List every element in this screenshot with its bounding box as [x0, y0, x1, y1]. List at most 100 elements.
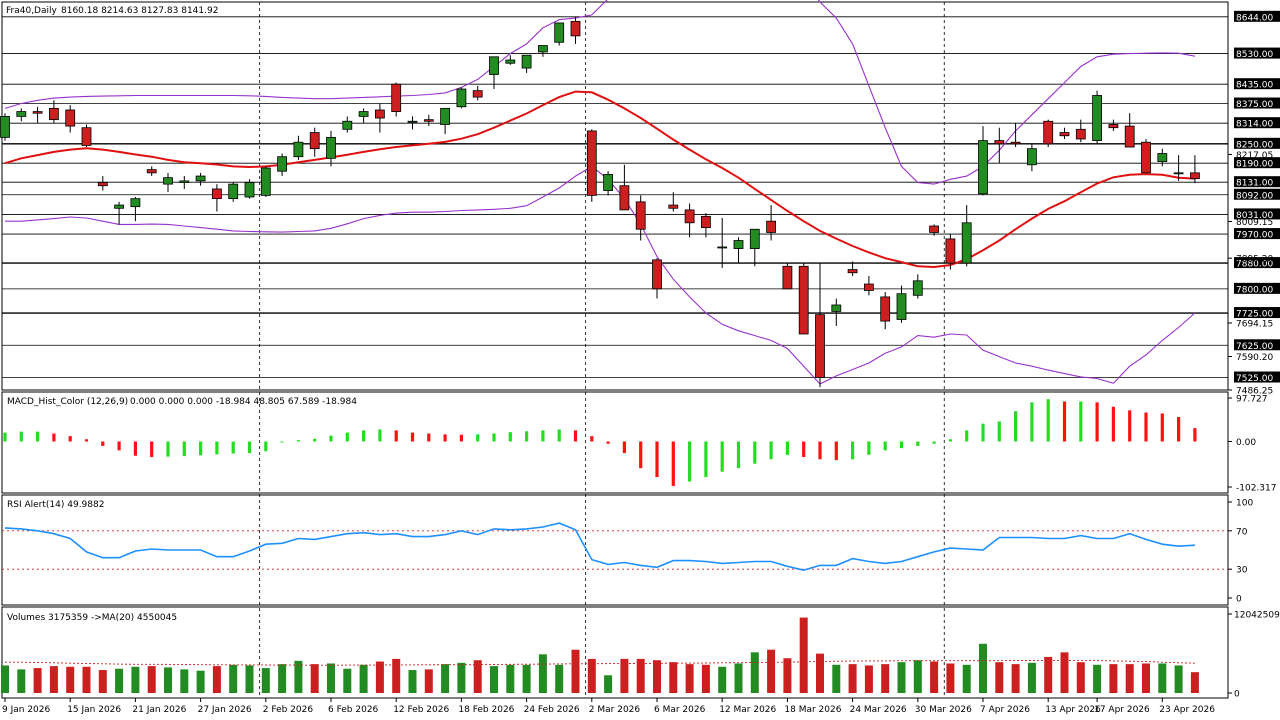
date-tick-label: 27 Jan 2026: [198, 705, 252, 715]
price-level-tag: [1234, 78, 1280, 90]
price-level-label: 8435.00: [1236, 81, 1273, 91]
volume-bar: [669, 662, 678, 693]
candle-body: [896, 293, 907, 320]
macd-bar: [427, 433, 431, 442]
candle: [309, 127, 320, 157]
candle: [407, 116, 418, 130]
macd-bar: [639, 441, 643, 469]
macd-values: 0.000 0.000 0.000 -18.984 48.805 67.589 …: [130, 397, 357, 407]
macd-bar: [720, 441, 724, 472]
macd-bar: [948, 439, 952, 442]
candle-body: [472, 90, 483, 98]
price-panel[interactable]: [0, 0, 1200, 388]
panel-frame: [1, 391, 1229, 494]
date-tick-label: 13 Apr 2026: [1045, 705, 1101, 715]
candle: [749, 228, 760, 267]
candle: [912, 274, 923, 299]
candle-body: [358, 111, 369, 117]
macd-bar: [997, 421, 1001, 442]
volume-bar: [327, 663, 335, 693]
candle: [326, 130, 336, 167]
candle: [1010, 122, 1021, 148]
date-axis: 9 Jan 2026 15 Jan 2026 21 Jan 2026 27 Jan 2…: [2, 698, 1215, 715]
candle-body: [1027, 148, 1037, 166]
macd-bar: [508, 432, 512, 442]
macd-bar: [1177, 417, 1181, 442]
candle: [896, 285, 907, 323]
candle-body: [782, 265, 793, 290]
volume-bar: [490, 666, 498, 693]
volume-bar: [343, 668, 352, 693]
volume-panel: [1, 617, 1199, 693]
candle: [831, 298, 842, 326]
macd-bar: [818, 441, 822, 460]
candle-body: [994, 140, 1005, 145]
macd-bar: [1030, 402, 1034, 442]
candle: [961, 205, 972, 267]
macd-bar: [68, 436, 72, 442]
candle-body: [65, 109, 76, 127]
macd-bar: [52, 433, 56, 442]
price-tick-label: 7694.15: [1236, 319, 1273, 329]
candle: [766, 205, 776, 241]
candle: [1059, 127, 1070, 139]
macd-bar: [981, 423, 985, 442]
volume-bar: [359, 664, 368, 693]
candle: [635, 195, 646, 241]
date-tick-label: 2 Mar 2026: [589, 705, 641, 715]
date-tick-label: 23 Apr 2026: [1159, 705, 1215, 715]
volume-tick-label: 0: [1234, 690, 1240, 700]
date-tick-label: 12 Feb 2026: [393, 705, 449, 715]
candle: [391, 82, 402, 117]
volume-bar: [946, 663, 955, 693]
candle: [733, 237, 744, 264]
candle-body: [717, 246, 728, 249]
candle-body: [1124, 125, 1135, 148]
volume-bar: [82, 666, 91, 693]
candle: [260, 166, 271, 198]
volume-bar: [261, 668, 270, 693]
volume-bar: [538, 654, 547, 693]
candle: [146, 166, 157, 177]
volume-bar: [49, 666, 58, 693]
volume-bar: [620, 658, 629, 693]
candle: [195, 172, 206, 186]
macd-bar: [1046, 399, 1050, 442]
candle: [228, 182, 239, 202]
date-tick-label: 17 Apr 2026: [1094, 705, 1150, 715]
macd-bar: [1193, 428, 1197, 442]
candle: [1173, 155, 1184, 181]
date-tick-label: 24 Feb 2026: [524, 705, 580, 715]
volume-bar: [881, 664, 890, 693]
candle-body: [815, 314, 825, 378]
volume-bar: [441, 664, 450, 693]
macd-bar: [443, 434, 447, 442]
price-level-tag: [1234, 339, 1280, 351]
candle: [701, 213, 711, 238]
macd-bar: [378, 429, 382, 442]
volume-bar: [555, 664, 564, 693]
macd-bar: [36, 431, 40, 442]
volume-bar: [750, 652, 759, 693]
macd-bar: [231, 441, 235, 454]
macd-bar: [19, 431, 23, 442]
price-level-label: 8530.00: [1236, 50, 1273, 60]
macd-bar: [541, 430, 545, 442]
candle: [472, 85, 483, 101]
macd-bar: [916, 441, 920, 446]
volume-bar: [17, 669, 26, 693]
price-level-label: 8644.00: [1236, 13, 1273, 23]
macd-bar: [622, 441, 626, 454]
date-tick-label: 30 Mar 2026: [915, 705, 972, 715]
date-tick-label: 7 Apr 2026: [980, 705, 1030, 715]
macd-bar: [557, 429, 561, 442]
candle: [211, 184, 222, 212]
volume-bar: [604, 675, 613, 693]
candle: [570, 16, 581, 44]
candle: [1190, 155, 1200, 184]
date-tick-label: 9 Jan 2026: [2, 705, 50, 715]
volume-bar: [685, 664, 694, 693]
price-level-label: 7800.00: [1236, 285, 1273, 295]
candle-body: [749, 228, 760, 249]
